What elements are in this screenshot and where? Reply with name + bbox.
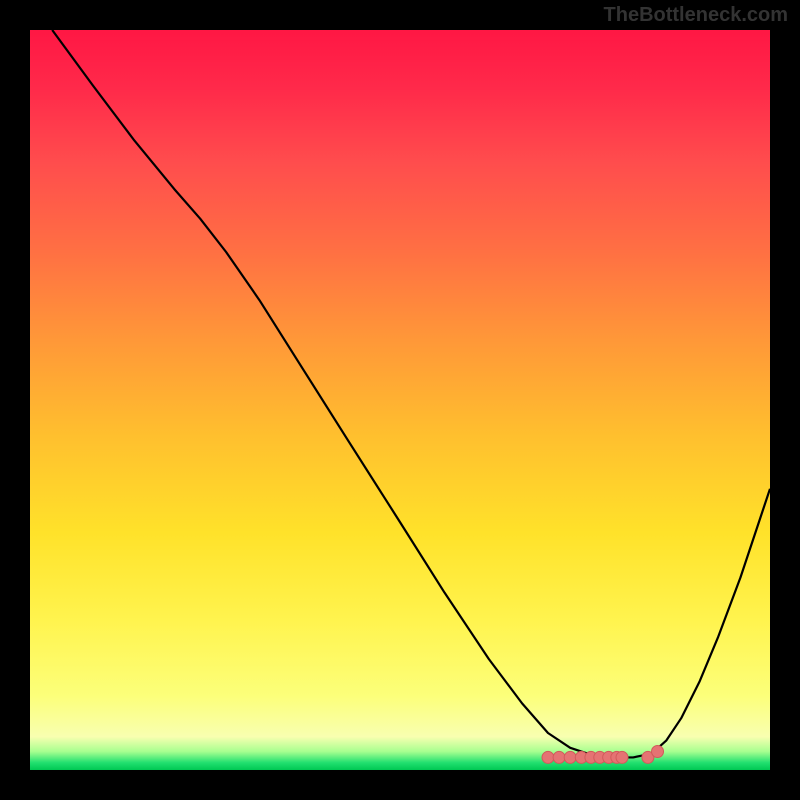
bottleneck-chart — [30, 30, 770, 770]
marker-dot — [616, 751, 628, 763]
marker-dot — [553, 751, 565, 763]
marker-dot — [542, 751, 554, 763]
marker-dot — [564, 751, 576, 763]
chart-background — [30, 30, 770, 770]
watermark-text: TheBottleneck.com — [604, 4, 788, 27]
marker-dot — [652, 746, 664, 758]
chart-svg — [30, 30, 770, 770]
